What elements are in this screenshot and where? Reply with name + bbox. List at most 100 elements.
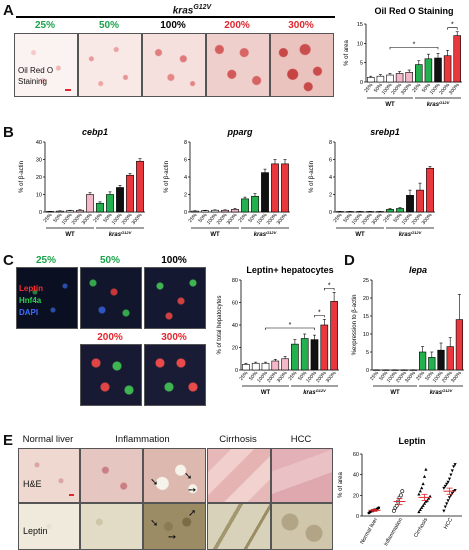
- y-axis-label: % of area: [344, 39, 350, 65]
- x-tick-label: 300%: [276, 212, 289, 226]
- x-tick-label: 50%: [421, 82, 432, 94]
- bar: [443, 55, 452, 83]
- data-point: [400, 489, 405, 494]
- arrow-icon: ➚: [188, 508, 197, 519]
- x-tick-label: 25%: [332, 212, 343, 224]
- panel-c-label-100: 100%: [161, 255, 187, 266]
- leptin-cirrhosis: [207, 503, 271, 550]
- x-tick-label: Cirrhosis: [413, 517, 429, 539]
- significance-bracket: [447, 27, 458, 30]
- y-tick-label: 10: [363, 332, 369, 338]
- y-tick-label: 4: [329, 175, 332, 181]
- data-point: [452, 465, 456, 469]
- fluor-label-dapi: DAPI: [19, 308, 39, 317]
- panel-a-gene-name: kras: [172, 5, 194, 17]
- fluor-image-300: [144, 344, 206, 406]
- data-point: [392, 508, 396, 513]
- chart-title: Leptin+ hepatocytes: [246, 265, 333, 275]
- panel-c-label-50: 50%: [99, 255, 120, 266]
- data-point: [447, 477, 452, 481]
- bar: [271, 163, 279, 213]
- y-tick-label: 0: [184, 210, 187, 216]
- chart-title: cebp1: [82, 127, 108, 137]
- bar: [418, 351, 427, 371]
- y-tick-label: 60: [353, 452, 359, 458]
- arrow-icon: ➘: [184, 471, 193, 482]
- data-point: [427, 496, 431, 500]
- bar: [261, 172, 269, 213]
- x-tick-label: 50%: [297, 370, 308, 382]
- y-tick-label: 30: [36, 158, 42, 164]
- x-tick-label: 50%: [378, 370, 389, 382]
- x-tick-label: 50%: [424, 370, 435, 382]
- fluor-image-25: Leptin Hnf4a DAPI: [16, 267, 78, 329]
- chart-title: srebp1: [370, 127, 400, 137]
- bar: [116, 187, 124, 213]
- data-point: [442, 486, 446, 490]
- group-label: krasG12V: [430, 388, 453, 397]
- y-tick-label: 0: [329, 210, 332, 216]
- group-label: WT: [390, 390, 400, 396]
- bar: [406, 195, 414, 213]
- y-tick-label: 8: [184, 140, 187, 146]
- bar: [453, 35, 461, 83]
- y-axis-label: %expression to β-actin: [352, 295, 358, 356]
- bar: [251, 195, 259, 213]
- bar: [434, 57, 442, 83]
- chart-title: Leptin: [399, 436, 426, 446]
- group-label: krasG12V: [399, 230, 422, 239]
- data-point: [443, 505, 447, 509]
- panel-a-gene-title: krasG12V: [112, 4, 272, 16]
- data-point: [417, 492, 421, 496]
- bar: [106, 194, 114, 213]
- panel-letter-a: A: [3, 2, 14, 19]
- bar: [395, 73, 404, 83]
- y-tick-label: 20: [363, 296, 369, 302]
- oil-red-o-image-100: [142, 33, 206, 97]
- x-tick-label: Normal liver: [359, 517, 379, 546]
- oil-red-o-image-300: [270, 33, 334, 97]
- data-point: [420, 505, 424, 509]
- group-label: WT: [65, 232, 75, 238]
- scale-bar: [65, 89, 71, 91]
- y-tick-label: 20: [353, 493, 359, 499]
- data-point: [418, 508, 422, 511]
- bar: [281, 163, 289, 213]
- x-tick-label: 25%: [369, 370, 380, 382]
- bar: [221, 209, 229, 213]
- y-axis-label: % of β-actin: [164, 161, 170, 193]
- significance-star: *: [451, 22, 454, 29]
- leptin-inflammation-2: ➘ ➚ ➙: [143, 503, 206, 550]
- stain-label-line2: Staining: [18, 77, 47, 86]
- y-tick-label: 4: [184, 175, 187, 181]
- leptin-inflammation-1: [80, 503, 143, 550]
- data-point: [445, 482, 449, 486]
- data-point: [450, 469, 454, 473]
- bar: [56, 210, 64, 213]
- x-tick-label: 300%: [226, 212, 239, 226]
- chart-title: Oil Red O Staining: [374, 6, 453, 16]
- x-tick-label: 50%: [248, 370, 259, 382]
- panel-letter-c: C: [3, 252, 14, 269]
- row-label-leptin: Leptin: [23, 526, 48, 536]
- fluor-image-200: [80, 344, 142, 406]
- bar: [231, 209, 239, 213]
- group-label-sup: G12V: [316, 388, 327, 393]
- bar: [446, 346, 454, 371]
- group-label-sup: G12V: [121, 230, 132, 235]
- x-tick-label: 300%: [131, 212, 144, 226]
- bar: [330, 301, 338, 371]
- y-axis-label: % of β-actin: [309, 161, 315, 193]
- x-tick-label: 25%: [415, 370, 426, 382]
- significance-bracket: [324, 288, 335, 291]
- y-tick-label: 25: [363, 278, 369, 284]
- x-tick-label: 50%: [197, 212, 208, 224]
- bar: [367, 77, 375, 83]
- data-point: [417, 510, 421, 514]
- chart-title: lepa: [409, 265, 427, 275]
- header-cirrhosis: Cirrhosis: [219, 434, 257, 445]
- data-point: [453, 488, 457, 492]
- x-tick-label: 50%: [373, 82, 384, 94]
